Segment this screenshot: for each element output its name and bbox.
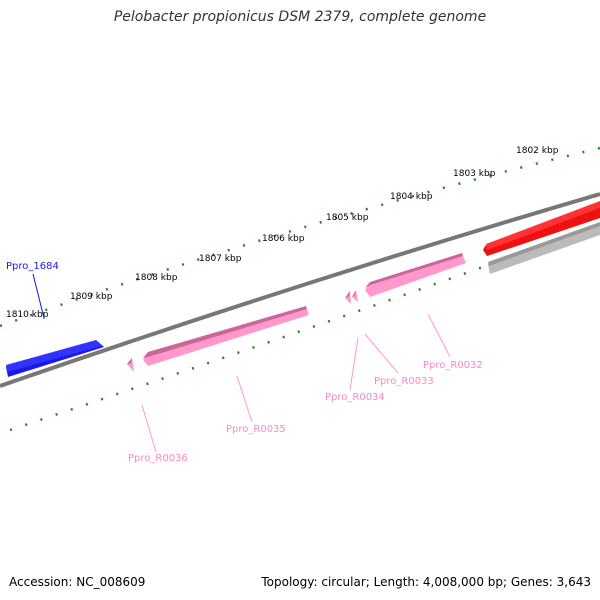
- genome-stats-text: Topology: circular; Length: 4,008,000 bp…: [261, 575, 591, 589]
- gene-label-ppro-r0032[interactable]: Ppro_R0032: [423, 360, 483, 371]
- scale-label-1806: 1806 kbp: [262, 234, 305, 244]
- gene-ppro-r0032[interactable]: [365, 253, 466, 297]
- gene-red[interactable]: [483, 201, 600, 256]
- gene-label-ppro-r0035[interactable]: Ppro_R0035: [226, 424, 286, 435]
- gene-ppro-1684[interactable]: [6, 340, 104, 377]
- gene-ppro-r0035[interactable]: [143, 306, 309, 366]
- map-title: Pelobacter propionicus DSM 2379, complet…: [113, 9, 487, 25]
- genome-backbone: [0, 192, 600, 388]
- scale-label-1805: 1805 kbp: [326, 213, 369, 223]
- gene-label-ppro-r0033[interactable]: Ppro_R0033: [374, 376, 434, 387]
- scale-label-1804: 1804 kbp: [390, 192, 433, 202]
- gene-label-ppro-r0034[interactable]: Ppro_R0034: [325, 392, 385, 403]
- gene-grey[interactable]: [488, 222, 600, 274]
- scale-label-1807: 1807 kbp: [199, 254, 242, 264]
- gene-label-ppro-r0036[interactable]: Ppro_R0036: [128, 453, 188, 464]
- scale-label-1809: 1809 kbp: [70, 292, 113, 302]
- accession-text: Accession: NC_008609: [9, 575, 146, 589]
- gene-ppro-r0034[interactable]: [345, 291, 351, 304]
- label-connectors: [32, 273, 451, 453]
- gene-label-ppro-1684[interactable]: Ppro_1684: [6, 261, 59, 272]
- scale-label-1803: 1803 kbp: [453, 169, 496, 179]
- gene-ppro-r0036[interactable]: [127, 358, 134, 372]
- gene-ppro-r0033[interactable]: [352, 290, 358, 302]
- scale-label-1808: 1808 kbp: [135, 273, 178, 283]
- scale-label-1802: 1802 kbp: [516, 146, 559, 156]
- scale-label-1810: 1810 kbp: [6, 310, 49, 320]
